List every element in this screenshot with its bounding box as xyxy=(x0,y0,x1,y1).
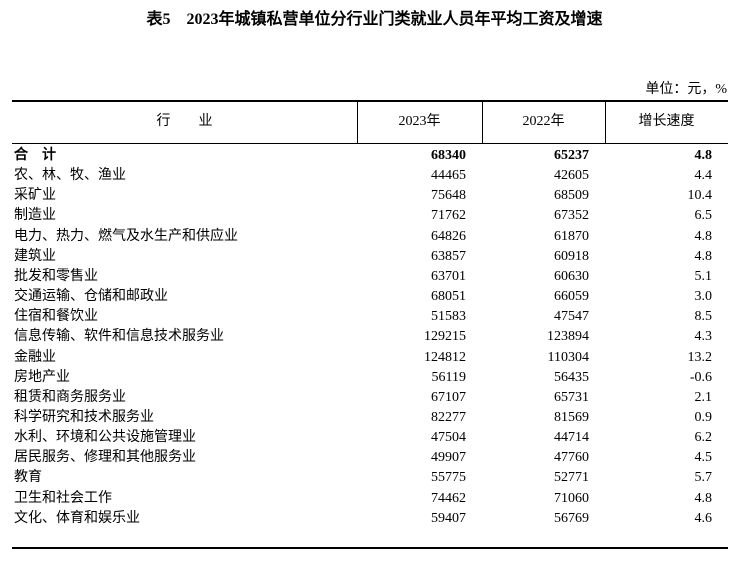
header-rule xyxy=(12,143,728,144)
cell: 4.8 xyxy=(694,148,713,163)
title: 表5 2023年城镇私营单位分行业门类就业人员年平均工资及增速 xyxy=(146,11,603,28)
cell: 4.3 xyxy=(694,329,713,345)
cell: 61870 xyxy=(554,228,589,244)
cell: 3.0 xyxy=(694,289,713,305)
cell: 82277 xyxy=(431,409,466,425)
cell: 110304 xyxy=(547,349,589,365)
unit: 单位：元，% xyxy=(645,82,727,97)
cell: 4.8 xyxy=(694,248,713,264)
cell: 49907 xyxy=(431,450,466,466)
cell: 65237 xyxy=(554,148,589,163)
row-label: 住宿和餐饮业 xyxy=(14,309,98,325)
header-cell: 2023年 xyxy=(398,114,441,129)
row-label: 水利、环境和公共设施管理业 xyxy=(14,430,196,446)
cell: 42605 xyxy=(554,168,589,184)
row-label: 金融业 xyxy=(14,349,56,365)
cell: 51583 xyxy=(431,309,466,325)
row-label: 房地产业 xyxy=(14,369,70,385)
top-rule xyxy=(12,100,728,102)
header-cell: 2022年 xyxy=(522,114,565,129)
cell: 4.4 xyxy=(694,168,713,184)
cell: 68340 xyxy=(431,148,466,163)
cell: 5.7 xyxy=(694,470,713,486)
cell: 67352 xyxy=(554,208,589,224)
row-label: 合 计 xyxy=(14,148,56,163)
row-label: 科学研究和技术服务业 xyxy=(14,409,154,425)
cell: 68509 xyxy=(554,188,589,204)
row-label: 教育 xyxy=(14,470,42,486)
cell: 81569 xyxy=(554,409,589,425)
cell: 0.9 xyxy=(694,409,713,425)
row-label: 信息传输、软件和信息技术服务业 xyxy=(14,329,224,345)
cell: 8.5 xyxy=(694,309,713,325)
row-label: 电力、热力、燃气及水生产和供应业 xyxy=(14,228,238,244)
cell: 52771 xyxy=(554,470,589,486)
cell: 71060 xyxy=(554,490,589,506)
header-cell: 行 业 xyxy=(156,114,213,129)
bottom-rule xyxy=(12,547,728,549)
cell: 129215 xyxy=(424,329,466,345)
cell: 63857 xyxy=(431,248,466,264)
cell: 6.2 xyxy=(694,430,713,446)
cell: 6.5 xyxy=(694,208,713,224)
col-divider xyxy=(605,101,606,144)
cell: 67107 xyxy=(431,389,466,405)
cell: 68051 xyxy=(431,289,466,305)
cell: 56119 xyxy=(431,369,466,385)
cell: 123894 xyxy=(547,329,589,345)
row-label: 制造业 xyxy=(14,208,56,224)
cell: 47547 xyxy=(554,309,589,325)
cell: 60630 xyxy=(554,268,589,284)
cell: 2.1 xyxy=(694,389,713,405)
cell: 71762 xyxy=(431,208,466,224)
cell: 64826 xyxy=(431,228,466,244)
cell: 56769 xyxy=(554,510,589,526)
cell: -0.6 xyxy=(689,369,712,385)
cell: 55775 xyxy=(431,470,466,486)
col-divider xyxy=(482,101,483,144)
cell: 66059 xyxy=(554,289,589,305)
row-label: 交通运输、仓储和邮政业 xyxy=(14,289,168,305)
cell: 47760 xyxy=(554,450,589,466)
cell: 13.2 xyxy=(687,349,713,365)
row-label: 建筑业 xyxy=(14,248,56,264)
col-divider xyxy=(357,101,358,144)
cell: 47504 xyxy=(431,430,466,446)
cell: 4.8 xyxy=(694,228,713,244)
cell: 74462 xyxy=(431,490,466,506)
cell: 75648 xyxy=(431,188,466,204)
header-cell: 增长速度 xyxy=(638,114,695,129)
cell: 63701 xyxy=(431,268,466,284)
row-label: 租赁和商务服务业 xyxy=(14,389,126,405)
cell: 10.4 xyxy=(687,188,713,204)
row-label: 文化、体育和娱乐业 xyxy=(14,510,140,526)
cell: 124812 xyxy=(424,349,466,365)
cell: 44465 xyxy=(431,168,466,184)
cell: 56435 xyxy=(554,369,589,385)
cell: 59407 xyxy=(431,510,466,526)
row-label: 采矿业 xyxy=(14,188,56,204)
cell: 65731 xyxy=(554,389,589,405)
cell: 44714 xyxy=(554,430,589,446)
cell: 4.8 xyxy=(694,490,713,506)
row-label: 农、林、牧、渔业 xyxy=(14,168,126,184)
row-label: 批发和零售业 xyxy=(14,268,98,284)
row-label: 卫生和社会工作 xyxy=(14,490,112,506)
cell: 5.1 xyxy=(694,268,713,284)
cell: 4.5 xyxy=(694,450,713,466)
row-label: 居民服务、修理和其他服务业 xyxy=(14,450,196,466)
cell: 60918 xyxy=(554,248,589,264)
cell: 4.6 xyxy=(694,510,713,526)
